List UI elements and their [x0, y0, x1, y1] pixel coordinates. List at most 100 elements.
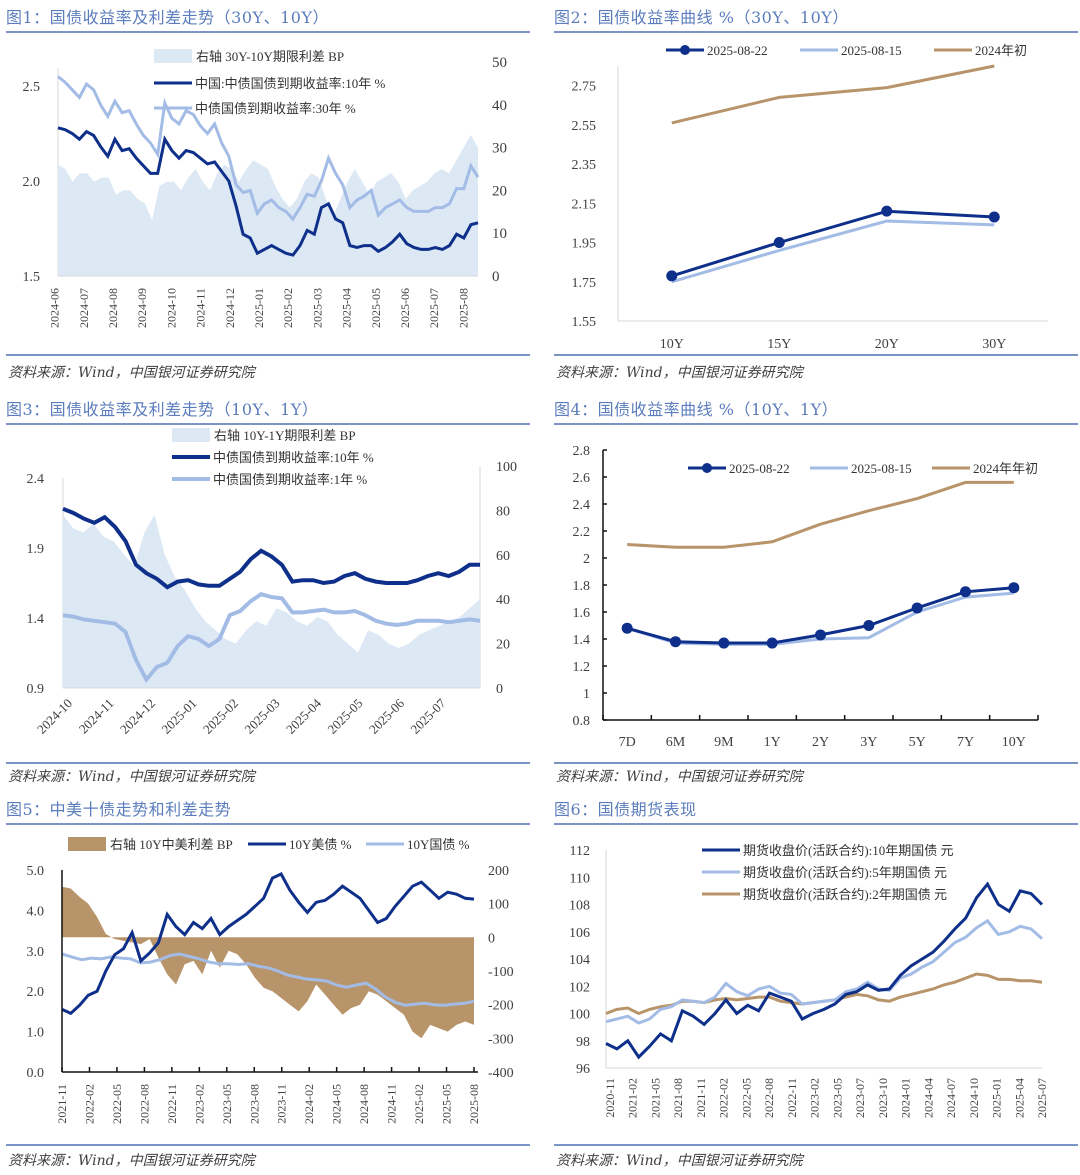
- x-tick-label: 2023-08: [247, 1084, 261, 1124]
- y-tick-label-left: 2.4: [27, 472, 45, 487]
- source-divider: [554, 762, 1078, 764]
- x-tick-label: 2023-05: [220, 1084, 234, 1124]
- x-tick-label: 2024-08: [357, 1084, 371, 1124]
- x-tick-label: 2022-02: [82, 1084, 96, 1124]
- x-tick-label: 2025-01: [252, 288, 266, 328]
- y-tick-label: 2: [583, 552, 590, 567]
- x-tick-label: 2025-05: [324, 696, 365, 737]
- y-tick-label: 2.2: [573, 525, 591, 540]
- x-tick-label: 2024-11: [76, 696, 117, 737]
- data-point: [988, 211, 1000, 223]
- data-point: [666, 270, 678, 282]
- y-tick-label: 1: [583, 687, 590, 702]
- series-area-spread: [62, 886, 474, 1039]
- y-tick-label: 112: [570, 844, 590, 859]
- chart-fig4: 0.8 1 1.2 1.4 1.6 1.8 2 2.2 2.4 2.6 2.8 7D 6M 9M 1Y 2Y 3…: [573, 444, 1039, 750]
- source-note: 资料来源：Wind，中国银河证券研究院: [556, 365, 803, 381]
- x-tick-label: 2025-06: [366, 695, 408, 737]
- series-line-30y: [57, 75, 480, 222]
- x-tick-label: 2022-05: [110, 1084, 124, 1124]
- x-tick-label: 30Y: [982, 337, 1006, 352]
- source-note: 资料来源：Wind，中国银河证券研究院: [556, 769, 803, 785]
- x-tick-label: 9M: [714, 735, 734, 750]
- source-divider: [6, 762, 530, 764]
- panel-fig5: 图5：中美十债走势和利差走势 2021-11 2022-02 2022-05 2022…: [0, 792, 530, 1175]
- y-tick-label-left: 4.0: [27, 904, 45, 919]
- x-tick-label: 15Y: [767, 337, 791, 352]
- x-tick-label: 2022-11: [785, 1078, 799, 1118]
- y-tick-label: 1.95: [572, 237, 597, 252]
- y-tick-label-right: 40: [496, 593, 510, 608]
- series-line-us10y: [61, 872, 475, 1016]
- y-tick-label: 1.55: [572, 315, 597, 330]
- x-tick-label: 2Y: [812, 735, 829, 750]
- legend-marker: [702, 463, 712, 473]
- y-tick-label-left: 1.5: [23, 270, 41, 285]
- legend-swatch: [172, 428, 210, 442]
- y-tick-label-right: 60: [496, 549, 510, 564]
- source-divider: [6, 1144, 530, 1146]
- chart-title: 图6：国债期货表现: [554, 800, 697, 819]
- panel-fig6: 图6：国债期货表现 96 98 100 102 104 106 108 110 112 2020-…: [548, 792, 1078, 1175]
- x-tick-label: 2024-10: [34, 696, 75, 737]
- legend-swatch: [154, 49, 192, 63]
- x-tick-label: 2022-05: [739, 1078, 753, 1118]
- source-note: 资料来源：Wind，中国银河证券研究院: [556, 1153, 803, 1169]
- x-tick-label: 2024-01: [899, 1078, 913, 1118]
- chart-fig6: 96 98 100 102 104 106 108 110 112 2020-11 2021-02 2…: [569, 843, 1049, 1118]
- data-point: [1008, 582, 1020, 594]
- y-tick-label: 2.55: [572, 119, 597, 134]
- legend-label: 期货收盘价(活跃合约):5年期国债 元: [743, 865, 947, 880]
- legend-marker: [680, 45, 690, 55]
- chart-title: 图3：国债收益率及利差走势（10Y、1Y）: [6, 400, 319, 419]
- y-tick-label-right: -300: [488, 1032, 514, 1047]
- data-point: [621, 622, 633, 634]
- series-line-2024-start: [671, 64, 995, 125]
- y-tick-label-left: 1.4: [27, 612, 45, 627]
- source-note: 资料来源：Wind，中国银河证券研究院: [8, 769, 255, 785]
- y-tick-label: 2.8: [573, 444, 591, 459]
- x-tick-label: 2025-04: [340, 288, 354, 328]
- y-tick-label-right: -200: [488, 999, 514, 1014]
- title-divider: [554, 823, 1078, 825]
- x-tick-label: 2021-11: [694, 1078, 708, 1118]
- legend-label: 右轴 10Y中美利差 BP: [110, 837, 233, 852]
- x-tick-label: 2021-11: [55, 1084, 69, 1124]
- data-point: [911, 602, 923, 614]
- title-divider: [6, 423, 530, 425]
- x-tick-label: 7D: [619, 735, 636, 750]
- x-tick-label: 2025-05: [369, 288, 383, 328]
- y-tick-label: 1.75: [572, 276, 597, 291]
- source-note: 资料来源：Wind，中国银河证券研究院: [8, 1153, 255, 1169]
- y-tick-label-right: 30: [492, 141, 507, 157]
- data-point: [881, 205, 893, 217]
- source-divider: [6, 354, 530, 356]
- panel-fig2: 图2：国债收益率曲线 %（30Y、10Y） 1.55 1.75 1.95 2.15 2.…: [548, 0, 1078, 390]
- y-tick-label-right: 80: [496, 504, 510, 519]
- x-tick-label: 2024-07: [944, 1078, 958, 1118]
- series-line-2025-08-15: [671, 219, 995, 284]
- y-tick-label-left: 2.5: [23, 80, 41, 95]
- x-tick-label: 2021-02: [626, 1078, 640, 1118]
- x-tick-label: 2025-02: [200, 696, 241, 737]
- x-tick-label: 2022-08: [137, 1084, 151, 1124]
- x-tick-label: 2025-08: [467, 1084, 481, 1124]
- chart-fig5: 2021-11 2022-02 2022-05 2022-08 2022-11 2023-…: [27, 837, 514, 1124]
- y-tick-label-right: 40: [492, 98, 507, 114]
- y-tick-label-right: 100: [496, 460, 517, 475]
- series-area-spread: [63, 514, 480, 688]
- panel-fig1: 图1：国债收益率及利差走势（30Y、10Y） 1.5 2.0 2.5 0 10 20 30 4…: [0, 0, 530, 390]
- x-tick-label: 2022-11: [165, 1084, 179, 1124]
- legend-label: 2025-08-22: [707, 43, 768, 58]
- x-tick-label: 2024-12: [117, 696, 158, 737]
- x-tick-label: 2025-07: [1035, 1078, 1049, 1118]
- y-tick-label-left: 3.0: [27, 945, 45, 960]
- legend-label: 10Y美债 %: [289, 837, 352, 852]
- y-tick-label-right: 10: [492, 226, 507, 242]
- title-divider: [554, 31, 1078, 33]
- x-tick-label: 2025-03: [310, 288, 324, 328]
- y-tick-label-right: 50: [492, 55, 507, 71]
- y-tick-label: 0.8: [573, 714, 591, 729]
- x-tick-label: 2022-02: [717, 1078, 731, 1118]
